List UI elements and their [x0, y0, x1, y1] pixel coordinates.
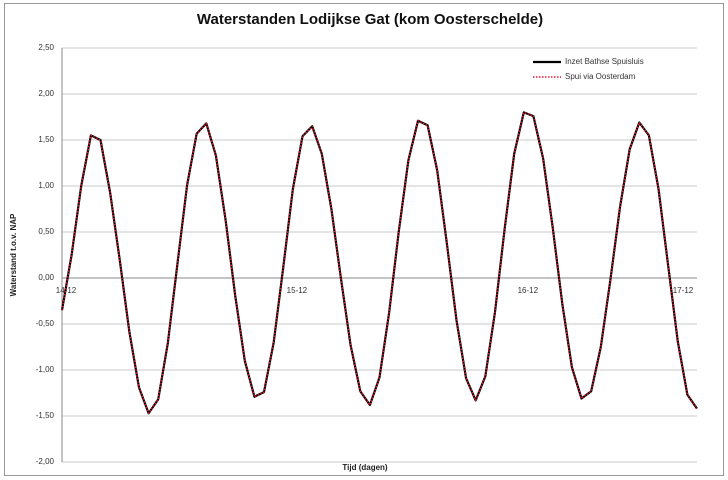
chart-title: Waterstanden Lodijkse Gat (kom Oostersch…: [197, 11, 543, 28]
x-axis-title: Tijd (dagen): [342, 463, 388, 472]
y-tick-label: -1,00: [36, 365, 55, 374]
y-tick-label: -0,50: [36, 319, 55, 328]
y-tick-label: 0,00: [38, 273, 54, 282]
x-tick-label: 16-12: [518, 286, 539, 295]
x-tick-label: 17-12: [673, 286, 694, 295]
y-tick-label: 0,50: [38, 227, 54, 236]
x-tick-label: 15-12: [287, 286, 308, 295]
legend-label: Spui via Oosterdam: [565, 72, 636, 81]
y-tick-label: 1,00: [38, 181, 54, 190]
series-line: [60, 111, 698, 415]
y-axis-title: Waterstand t.o.v. NAP: [9, 213, 18, 296]
legend-label: Inzet Bathse Spuisluis: [565, 57, 644, 66]
y-tick-label: 2,00: [38, 89, 54, 98]
y-tick-label: -2,00: [36, 457, 55, 466]
y-tick-label: -1,50: [36, 411, 55, 420]
y-tick-label: 1,50: [38, 135, 54, 144]
y-tick-label: 2,50: [38, 43, 54, 52]
